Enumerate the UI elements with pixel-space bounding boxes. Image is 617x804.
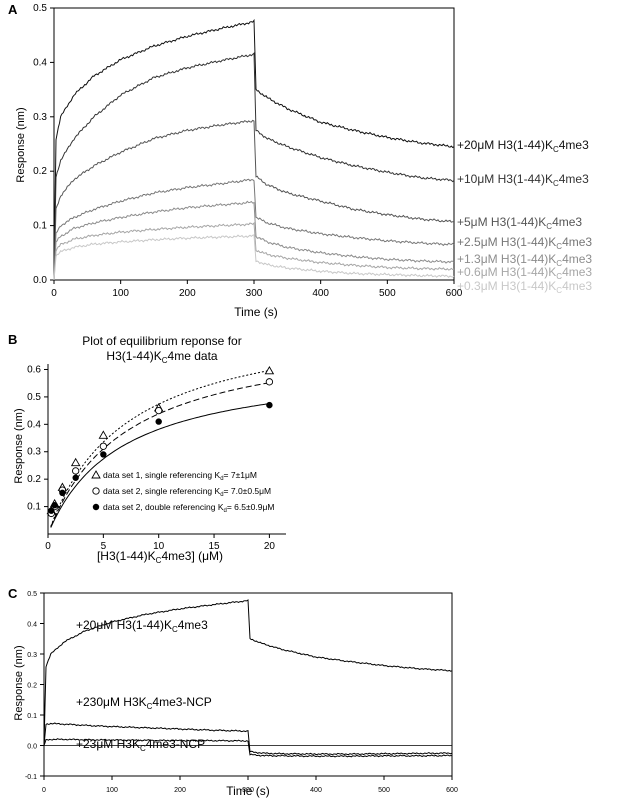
data-point: [264, 365, 275, 375]
x-tick-label: 100: [106, 787, 118, 794]
fit-curve: [50, 402, 272, 528]
y-tick-label: 0.2: [27, 683, 37, 690]
y-tick-label: 0.5: [27, 392, 41, 403]
y-tick-label: 0.0: [27, 744, 37, 751]
panel-letter-a: A: [8, 2, 18, 17]
y-tick-label: 0.5: [33, 3, 47, 14]
series-line: [43, 738, 452, 758]
data-point: [266, 401, 273, 409]
panel-b-title-line1: Plot of equilibrium reponse for: [82, 334, 241, 348]
x-tick-label: 500: [378, 787, 390, 794]
x-tick-label: 600: [446, 288, 463, 299]
panel-b-xlabel: [H3(1-44)KC4me3] (μM): [97, 549, 223, 565]
y-tick-label: 0.5: [27, 591, 37, 598]
data-point: [265, 378, 274, 386]
series-line: [53, 119, 455, 281]
series-label: +0.6μM H3(1-44)KC4me3: [457, 265, 592, 281]
panel-a-xlabel: Time (s): [234, 305, 278, 319]
y-tick-label: 0.2: [27, 474, 41, 485]
y-tick-label: 0.4: [27, 622, 37, 629]
panel-letter-b: B: [8, 332, 17, 347]
series-line: [53, 18, 455, 281]
data-point: [155, 418, 162, 425]
y-tick-label: 0.3: [27, 447, 41, 458]
x-tick-label: 0: [45, 541, 51, 552]
series-label: +0.3μM H3(1-44)KC4me3: [457, 279, 592, 295]
y-tick-label: 0.1: [33, 221, 47, 232]
y-tick-label: 0.1: [27, 502, 41, 513]
y-tick-label: 0.6: [27, 364, 41, 375]
data-point: [92, 503, 100, 511]
data-point: [72, 467, 80, 475]
series-line: [43, 722, 453, 756]
data-point: [155, 406, 163, 415]
y-tick-label: 0.2: [33, 166, 47, 177]
x-tick-label: 5: [101, 541, 107, 552]
panel-c-ylabel: Response (nm): [13, 645, 25, 720]
data-point: [51, 502, 58, 509]
data-point: [92, 487, 100, 495]
series-line: [53, 200, 455, 281]
x-tick-label: 500: [379, 288, 396, 299]
data-point: [100, 451, 107, 458]
series-line: [53, 52, 455, 281]
series-label: +230μM H3KC4me3-NCP: [76, 695, 212, 711]
series-label: +20μM H3(1-44)KC4me3: [457, 138, 589, 154]
series-label: +10μM H3(1-44)KC4me3: [457, 172, 589, 188]
panel-letter-c: C: [8, 586, 18, 601]
series-label: +1.3μM H3(1-44)KC4me3: [457, 252, 592, 268]
data-point: [72, 474, 79, 481]
legend-label: data set 1, single referencing Kd= 7±1μM: [103, 470, 257, 482]
series-line: [53, 178, 455, 281]
x-tick-label: 200: [174, 787, 186, 794]
series-label: +5μM H3(1-44)KC4me3: [457, 215, 582, 231]
series-label: +23μM H3KC4me3-NCP: [76, 737, 205, 753]
x-tick-label: 0: [51, 288, 57, 299]
panel-b-chart: Plot of equilibrium reponse for H3(1-44)…: [13, 334, 286, 565]
x-tick-label: 200: [179, 288, 196, 299]
y-tick-label: 0.4: [33, 57, 47, 68]
panel-b-title-line2: H3(1-44)KC4me data: [106, 349, 218, 365]
series-label: +2.5μM H3(1-44)KC4me3: [457, 235, 592, 251]
legend-label: data set 2, single referencing Kd= 7.0±0…: [103, 486, 271, 498]
data-point: [48, 507, 55, 514]
fit-curve: [50, 369, 272, 527]
y-tick-label: 0.0: [33, 275, 47, 286]
x-tick-label: 300: [246, 288, 263, 299]
series-label: +20μM H3(1-44)KC4me3: [76, 618, 208, 634]
series-line: [53, 221, 455, 281]
legend-label: data set 2, double referencing Kd= 6.5±0…: [103, 502, 274, 514]
panel-a-ylabel: Response (nm): [15, 107, 27, 182]
x-tick-label: 600: [446, 787, 458, 794]
panel-c-chart: Response (nm) Time (s) 0 100 200 300 400 500 6…: [13, 591, 458, 798]
data-point: [98, 430, 109, 439]
data-point: [91, 470, 101, 479]
y-tick-label: -0.1: [25, 774, 37, 781]
data-point: [99, 442, 107, 450]
x-tick-label: 0: [42, 787, 46, 794]
x-tick-label: 100: [112, 288, 129, 299]
y-tick-label: 0.3: [33, 112, 47, 123]
panel-a-chart: Response (nm) Time (s) 0 100 200 300 400 500 6…: [15, 3, 592, 319]
x-tick-label: 400: [310, 787, 322, 794]
series-line: [43, 599, 453, 746]
x-tick-label: 300: [242, 787, 254, 794]
x-tick-label: 400: [312, 288, 329, 299]
data-point: [70, 457, 81, 467]
x-tick-label: 15: [208, 541, 220, 552]
data-point: [59, 489, 66, 497]
series-line: [53, 234, 455, 281]
y-tick-label: 0.1: [27, 713, 37, 720]
panel-c-xlabel: Time (s): [226, 784, 270, 798]
y-tick-label: 0.4: [27, 419, 41, 430]
x-tick-label: 10: [153, 541, 165, 552]
y-tick-label: 0.3: [27, 652, 37, 659]
panel-b-ylabel: Response (nm): [13, 408, 25, 483]
x-tick-label: 20: [264, 541, 276, 552]
